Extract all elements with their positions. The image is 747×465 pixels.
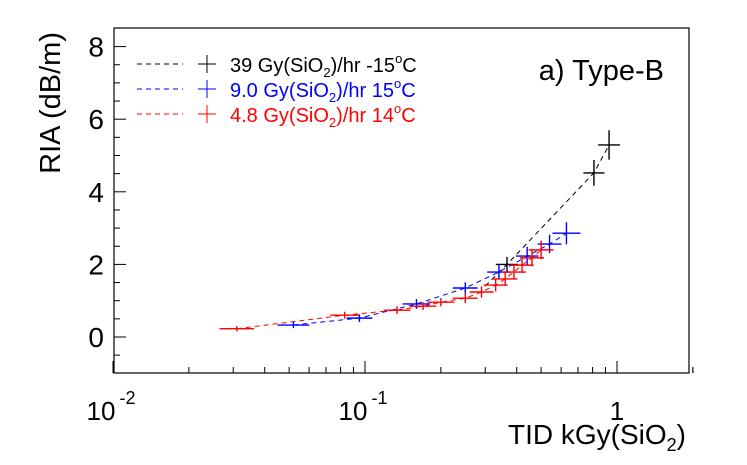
x-tick-label: 1 xyxy=(610,396,624,426)
data-points xyxy=(219,130,620,332)
legend-entry: 9.0 Gy(SiO2)/hr 15oC xyxy=(230,76,416,105)
y-tick-label: 6 xyxy=(88,104,104,135)
y-tick-label: 0 xyxy=(88,322,104,353)
x-tick-label: 10 -2 xyxy=(87,388,136,426)
y-axis-label: RIA (dB/m) xyxy=(35,32,67,174)
legend-entry: 4.8 Gy(SiO2)/hr 14oC xyxy=(230,101,416,130)
y-tick-label: 4 xyxy=(88,177,104,208)
x-axis-ticks: 10 -2 10 -1 1 xyxy=(87,361,694,426)
y-tick-label: 2 xyxy=(88,249,104,280)
y-axis-ticks: 0 2 4 6 8 xyxy=(88,32,126,356)
legend-entry: 39 Gy(SiO2)/hr -15oC xyxy=(230,51,417,80)
svg-text:TID kGy(SiO2): TID kGy(SiO2) xyxy=(508,419,686,455)
x-axis-label: TID kGy(SiO2) xyxy=(508,419,686,455)
chart-title: a) Type-B xyxy=(539,55,664,87)
plot-frame xyxy=(113,27,690,374)
x-tick-label: 10 -1 xyxy=(339,388,388,426)
dashed-fit-curves xyxy=(236,144,610,330)
y-tick-label: 8 xyxy=(88,32,104,63)
